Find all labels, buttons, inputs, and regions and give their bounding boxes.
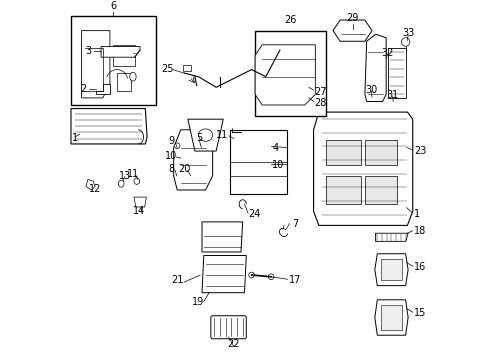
Text: 4: 4 [271, 143, 278, 153]
FancyBboxPatch shape [210, 316, 246, 339]
Polygon shape [202, 256, 246, 293]
Text: 11: 11 [215, 130, 227, 140]
Bar [278, 45, 286, 52]
Text: 33: 33 [401, 28, 413, 39]
Text: 10: 10 [165, 151, 177, 161]
Text: 28: 28 [314, 98, 326, 108]
Bar [380, 305, 401, 330]
Text: 14: 14 [133, 206, 145, 216]
Text: 10: 10 [271, 160, 284, 170]
Polygon shape [374, 300, 407, 335]
Polygon shape [86, 179, 95, 190]
Bar [255, 31, 325, 116]
Polygon shape [71, 109, 147, 144]
Text: 1: 1 [413, 209, 419, 219]
Text: 18: 18 [413, 226, 425, 237]
Polygon shape [81, 31, 110, 98]
Polygon shape [202, 222, 242, 252]
Bar [325, 176, 361, 204]
Text: 2: 2 [81, 84, 87, 94]
Text: 25: 25 [161, 64, 173, 74]
Polygon shape [387, 48, 405, 98]
Polygon shape [332, 20, 371, 41]
Bar [71, 17, 156, 105]
Text: 6: 6 [110, 1, 116, 11]
Bar [364, 176, 396, 204]
Bar [325, 140, 361, 165]
Ellipse shape [129, 72, 136, 81]
Text: 3: 3 [85, 46, 91, 56]
Text: 15: 15 [413, 308, 425, 318]
Bar [182, 65, 191, 71]
Polygon shape [187, 119, 223, 151]
Circle shape [268, 274, 273, 280]
Circle shape [248, 272, 254, 278]
Text: 7: 7 [292, 219, 298, 229]
Polygon shape [134, 197, 146, 207]
Bar [364, 140, 396, 165]
Text: 21: 21 [171, 275, 183, 285]
Text: 31: 31 [386, 90, 398, 100]
Text: 24: 24 [248, 209, 261, 219]
Polygon shape [364, 34, 386, 102]
Text: 23: 23 [413, 146, 425, 156]
Text: 26: 26 [284, 15, 296, 25]
Circle shape [125, 48, 133, 56]
Text: 11: 11 [126, 170, 139, 179]
Text: 20: 20 [178, 165, 190, 175]
Text: 13: 13 [119, 171, 131, 181]
Text: 29: 29 [346, 13, 358, 23]
Polygon shape [255, 45, 315, 105]
Bar [230, 130, 286, 194]
Text: 1: 1 [72, 132, 78, 143]
Text: 30: 30 [365, 85, 377, 95]
Polygon shape [374, 254, 407, 285]
Bar [117, 73, 131, 91]
Polygon shape [96, 84, 110, 94]
Polygon shape [101, 46, 140, 57]
Text: 8: 8 [168, 165, 175, 175]
Text: 19: 19 [192, 297, 204, 307]
Text: 17: 17 [288, 275, 301, 285]
Polygon shape [173, 130, 212, 190]
Polygon shape [313, 112, 412, 225]
Circle shape [401, 38, 409, 46]
Text: 27: 27 [314, 86, 326, 96]
Bar [380, 259, 401, 280]
Text: 32: 32 [381, 48, 393, 58]
Circle shape [174, 143, 180, 149]
Text: 22: 22 [227, 339, 240, 349]
Text: 5: 5 [196, 133, 202, 143]
Text: 9: 9 [168, 136, 174, 147]
Bar [113, 45, 134, 66]
Text: 12: 12 [89, 184, 101, 194]
Ellipse shape [198, 129, 212, 141]
Polygon shape [375, 233, 407, 241]
Text: 16: 16 [413, 262, 425, 272]
